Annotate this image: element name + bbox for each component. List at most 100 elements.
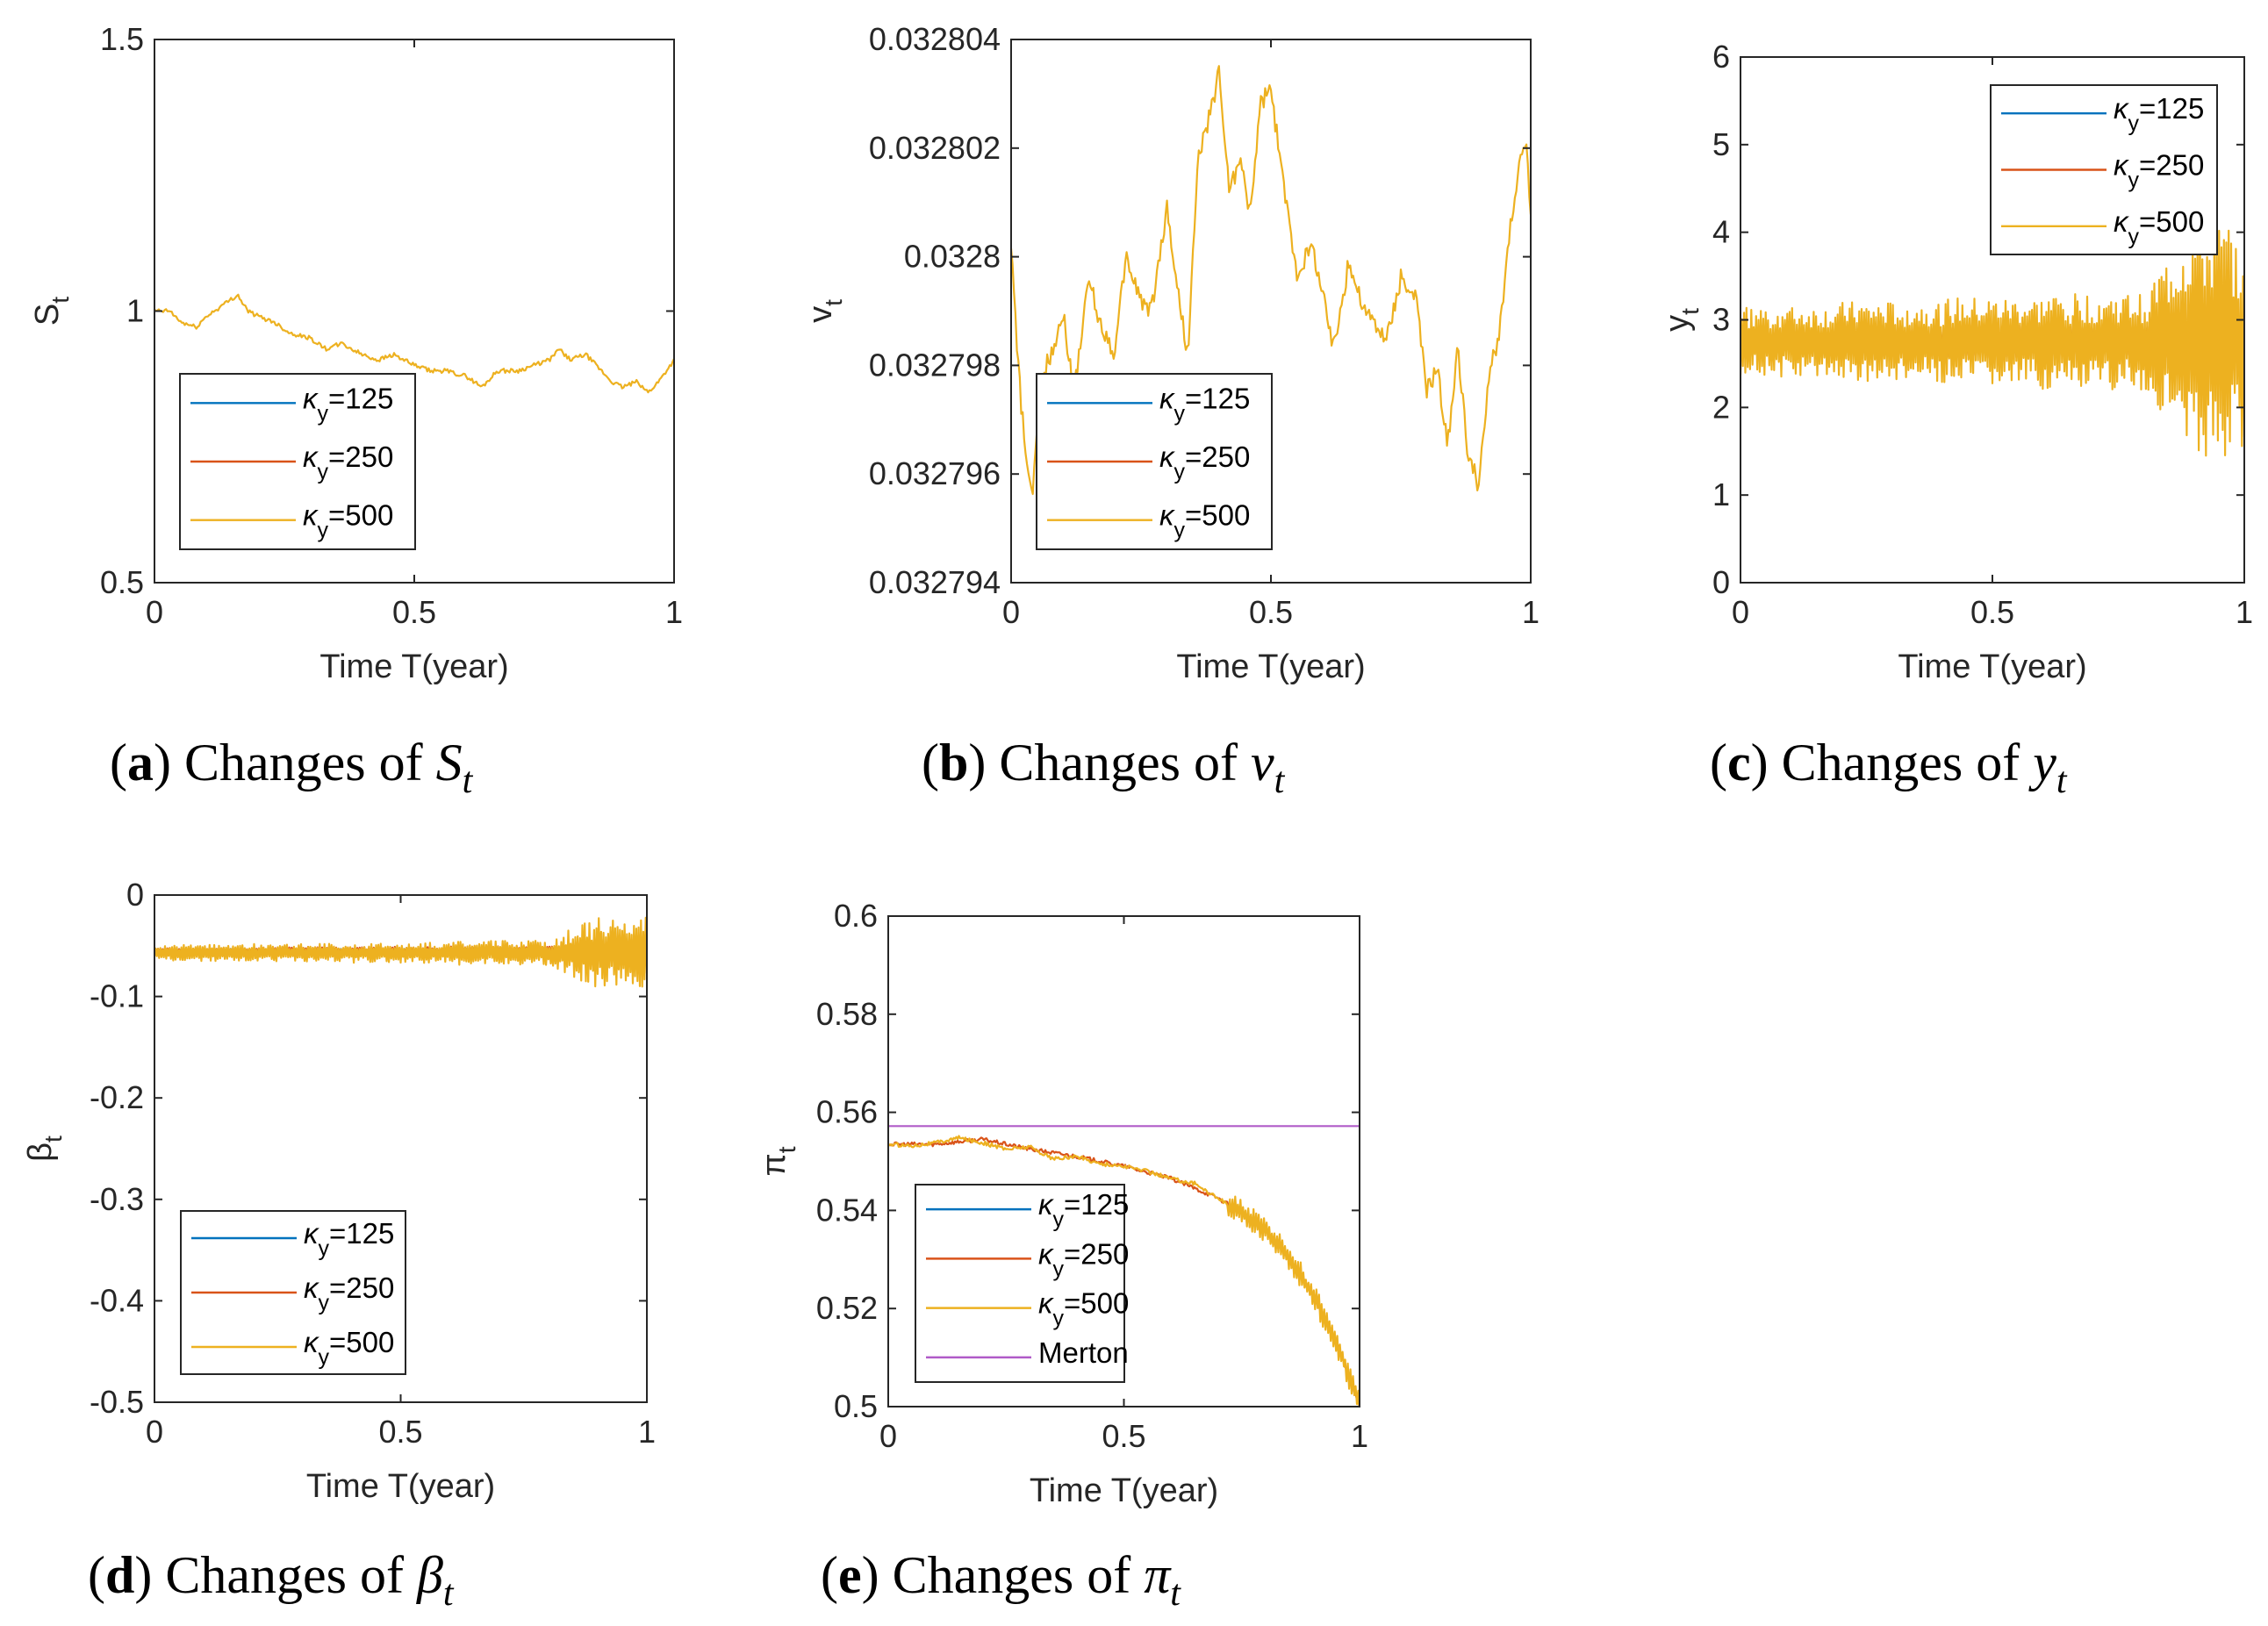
legend-entry-main: κ [1038,1237,1054,1270]
series-line-e-2 [888,1135,1360,1407]
legend-entry-rest: =500 [1064,1287,1129,1320]
panel-caption: (d) Changes of βt [88,1546,455,1614]
legend-entry-rest: =125 [2139,92,2204,125]
y-tick-label: 0.032798 [869,347,1001,383]
series-line-c-2 [1740,223,2244,457]
legend-entry-sub: y [319,1236,330,1261]
y-axis-label-sub: t [820,299,847,306]
y-tick-label: 0.032804 [869,21,1001,57]
caption-text: Changes of [184,734,423,792]
caption-text: Changes of [165,1546,404,1604]
legend-entry-sub: y [2128,111,2140,136]
y-axis-label: πt [756,1146,800,1176]
x-tick-label: 1 [638,1414,656,1450]
legend-entry-sub: y [1174,401,1186,426]
caption-paren-close: ) [1751,734,1782,792]
legend-entry: Merton [1038,1336,1129,1369]
legend-entry-rest: =250 [328,441,393,473]
y-tick-label: 0.032802 [869,130,1001,166]
caption-letter: e [838,1546,862,1604]
panel-caption: (e) Changes of πt [821,1546,1181,1614]
caption-space [2020,734,2033,792]
plot-area [1740,223,2244,457]
y-tick-label: 1 [1712,476,1730,512]
x-tick-label: 1 [1522,594,1540,630]
legend-entry: κy=250 [303,441,393,484]
legend-entry-sub: y [318,401,329,426]
legend-entry-sub: y [319,1291,330,1315]
legend-entry-rest: =125 [329,1217,394,1250]
legend-entry-sub: y [1053,1257,1065,1281]
legend-entry-sub: y [1174,460,1186,484]
caption-symbol-sub: t [443,1573,455,1614]
legend-entry-main: κ [304,1217,319,1250]
caption-symbol-sub: t [1274,761,1286,801]
caption-space [404,1546,417,1604]
legend-entry: κy=500 [2114,205,2204,249]
caption-paren-open: ( [922,734,939,792]
legend-entry-rest: =125 [328,382,393,414]
legend-entry-main: κ [1038,1287,1054,1320]
legend-entry-sub: y [1053,1207,1065,1232]
legend-entry: κy=500 [1038,1287,1129,1331]
legend-entry-main: κ [303,441,319,473]
caption-paren-open: ( [1710,734,1727,792]
legend-entry-main: Merton [1038,1336,1129,1369]
legend-entry-sub: y [1053,1307,1065,1331]
y-tick-label: 0.0328 [904,239,1001,275]
plot-area [888,1125,1360,1407]
legend-entry-sub: y [318,460,329,484]
x-tick-label: 0.5 [378,1414,422,1450]
x-axis-label: Time T(year) [319,648,508,685]
legend-entry: κy=250 [304,1271,394,1315]
legend-entry: κy=125 [1159,382,1250,426]
caption-letter: d [105,1546,134,1604]
y-tick-label: 6 [1712,39,1730,75]
caption-symbol: v [1251,734,1274,792]
x-axis-label: Time T(year) [1898,648,2086,685]
legend-entry-main: κ [304,1326,319,1358]
x-tick-label: 0 [1002,594,1020,630]
legend-entry-main: κ [1159,499,1175,532]
caption-symbol-sub: t [2056,761,2068,801]
legend-entry: κy=125 [1038,1188,1129,1232]
caption-symbol: β [416,1546,443,1604]
legend-entry-sub: y [2128,225,2140,249]
legend-entry: κy=250 [1038,1237,1129,1281]
caption-paren-open: ( [88,1546,105,1604]
legend-entry-main: κ [2114,92,2129,125]
caption-paren-close: ) [154,734,184,792]
legend-entry-main: κ [303,499,319,532]
x-axis-label: Time T(year) [1030,1472,1218,1509]
y-tick-label: 0.52 [816,1290,878,1326]
y-axis-label: vt [802,299,847,323]
legend-entry-rest: =125 [1064,1188,1129,1221]
x-tick-label: 0.5 [1249,594,1293,630]
y-tick-label: -0.2 [90,1079,144,1115]
legend-entry-rest: =500 [2139,205,2204,238]
legend-entry: κy=500 [1159,499,1250,543]
caption-symbol-sub: t [463,761,474,801]
y-tick-label: 0.56 [816,1094,878,1130]
panel-b: 0 0.5 1 0.032794 0.032796 0.032798 0.0328 0.032… [802,21,1540,801]
caption-paren-close: ) [968,734,999,792]
legend-entry-main: κ [303,382,319,414]
y-tick-label: 1.5 [100,21,144,57]
legend-entry-rest: =500 [1185,499,1250,532]
caption-paren-open: ( [110,734,127,792]
caption-symbol: y [2028,734,2056,792]
legend-entry-rest: =500 [328,499,393,532]
series-line-b-2 [1011,65,1531,496]
legend-entry-sub: y [1174,519,1186,543]
caption-space [423,734,436,792]
y-tick-label: -0.4 [90,1282,144,1318]
legend-entry-main: κ [1038,1188,1054,1221]
caption-letter: c [1727,734,1751,792]
y-tick-label: 0.5 [100,564,144,600]
y-tick-label: 4 [1712,214,1730,250]
